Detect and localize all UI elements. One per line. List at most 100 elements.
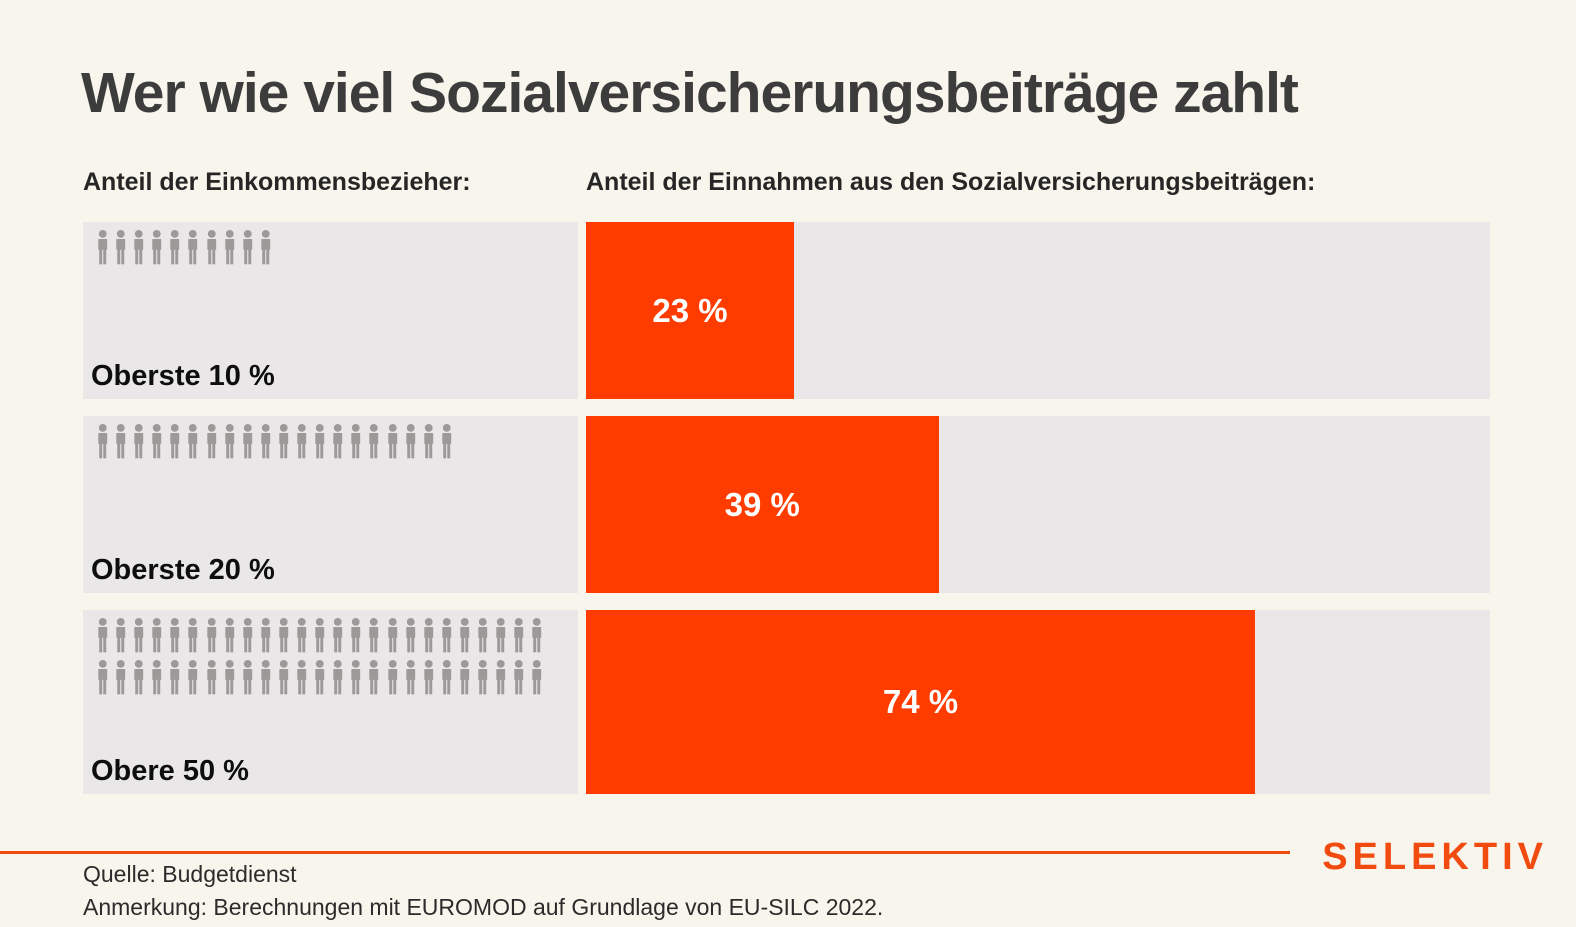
contribution-bar: 39 % <box>586 416 939 593</box>
person-icon <box>170 424 180 459</box>
person-icon <box>134 660 144 695</box>
person-icon <box>243 424 252 459</box>
person-icon <box>243 230 252 265</box>
person-icon <box>423 618 433 653</box>
contribution-bar: 74 % <box>586 610 1255 794</box>
pictogram-line <box>96 424 578 459</box>
person-icon <box>297 660 307 695</box>
person-icon <box>351 424 361 459</box>
person-icon <box>243 618 252 653</box>
person-icon <box>152 424 162 459</box>
bar-track: 23 % <box>586 222 1490 399</box>
bar-value-label: 39 % <box>724 485 800 523</box>
person-icon <box>279 660 289 695</box>
person-icon <box>116 618 126 653</box>
person-icon <box>387 424 397 459</box>
footer-notes: Quelle: Budgetdienst Anmerkung: Berechnu… <box>83 858 883 924</box>
bar-track: 74 % <box>586 610 1490 794</box>
pictogram-line <box>96 618 578 653</box>
person-icon <box>98 424 108 459</box>
person-icon <box>442 618 451 653</box>
note-text: Anmerkung: Berechnungen mit EUROMOD auf … <box>83 894 884 920</box>
person-icon <box>170 230 180 265</box>
left-column-header: Anteil der Einkommensbezieher: <box>83 168 471 196</box>
person-icon <box>369 424 379 459</box>
person-icon <box>98 230 108 265</box>
person-icon <box>478 660 488 695</box>
pictogram-line <box>96 660 578 695</box>
person-icon <box>460 660 470 695</box>
person-icon <box>351 660 361 695</box>
person-icon <box>206 618 216 653</box>
chart-rows: Oberste 10 % 23 % Oberste 20 % 39 % Obere 50… <box>83 222 1490 794</box>
person-icon <box>116 424 126 459</box>
person-icon <box>116 660 126 695</box>
population-panel: Obere 50 % <box>83 610 578 794</box>
person-icon <box>333 660 343 695</box>
person-icon <box>261 424 271 459</box>
population-panel: Oberste 20 % <box>83 416 578 593</box>
person-icon <box>478 618 488 653</box>
selektiv-logo: SELEKTIV <box>1322 836 1548 878</box>
person-icon <box>496 660 506 695</box>
person-icon <box>423 424 433 459</box>
person-icon <box>261 230 271 265</box>
person-icon <box>134 618 144 653</box>
person-icon <box>134 424 144 459</box>
person-icon <box>369 660 379 695</box>
person-icon <box>224 660 234 695</box>
person-icon <box>405 424 415 459</box>
bar-value-label: 74 % <box>882 683 959 720</box>
person-icon <box>188 660 198 695</box>
person-icon <box>98 618 108 653</box>
footer-divider-line <box>0 851 1290 854</box>
person-icon <box>315 424 325 459</box>
person-icon <box>261 660 271 695</box>
person-icon <box>297 424 307 459</box>
population-panel: Oberste 10 % <box>83 222 578 399</box>
person-icon <box>514 618 524 653</box>
row-category-label: Oberste 10 % <box>91 360 275 392</box>
row-category-label: Oberste 20 % <box>91 554 275 586</box>
source-text: Quelle: Budgetdienst <box>83 861 297 887</box>
person-icon <box>460 618 470 653</box>
person-icon <box>333 424 343 459</box>
pictogram-line <box>96 230 578 265</box>
person-icon <box>224 230 234 265</box>
person-icon <box>532 660 542 695</box>
person-icon <box>405 660 415 695</box>
column-headers: Anteil der Einkommensbezieher: Anteil de… <box>83 168 1490 197</box>
chart-row: Oberste 20 % 39 % <box>83 416 1490 593</box>
person-icon <box>442 660 451 695</box>
person-icon <box>442 424 451 459</box>
person-icon <box>188 424 198 459</box>
person-icon <box>387 660 397 695</box>
person-icon <box>98 660 108 695</box>
person-icon <box>369 618 379 653</box>
person-icon <box>532 618 542 653</box>
page-title: Wer wie viel Sozialversicherungsbeiträge… <box>81 61 1299 125</box>
person-icon <box>152 230 162 265</box>
person-icon <box>206 230 216 265</box>
person-icon <box>116 230 126 265</box>
chart-row: Oberste 10 % 23 % <box>83 222 1490 399</box>
person-icon <box>261 618 271 653</box>
person-icon <box>279 618 289 653</box>
person-icon <box>387 618 397 653</box>
bar-track: 39 % <box>586 416 1490 593</box>
contribution-bar: 23 % <box>586 222 794 399</box>
person-icon <box>206 424 216 459</box>
person-icon <box>206 660 216 695</box>
person-icon <box>315 660 325 695</box>
person-icon <box>188 230 198 265</box>
person-icon <box>496 618 506 653</box>
person-icon <box>152 618 162 653</box>
person-icon <box>279 424 289 459</box>
person-icon <box>333 618 343 653</box>
person-icon <box>351 618 361 653</box>
right-column-header: Anteil der Einnahmen aus den Sozialversi… <box>586 168 1316 196</box>
person-icon <box>423 660 433 695</box>
person-icon <box>134 230 144 265</box>
person-icon <box>405 618 415 653</box>
person-icon <box>224 424 234 459</box>
